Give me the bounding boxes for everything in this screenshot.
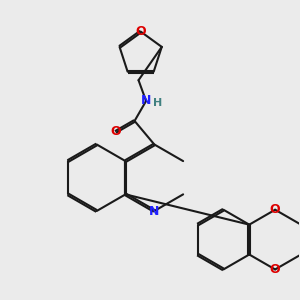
- Text: O: O: [135, 25, 146, 38]
- Text: O: O: [270, 263, 280, 276]
- Text: O: O: [110, 125, 121, 139]
- Text: O: O: [270, 203, 280, 216]
- Text: H: H: [153, 98, 163, 108]
- Text: N: N: [149, 205, 160, 218]
- Text: N: N: [141, 94, 151, 107]
